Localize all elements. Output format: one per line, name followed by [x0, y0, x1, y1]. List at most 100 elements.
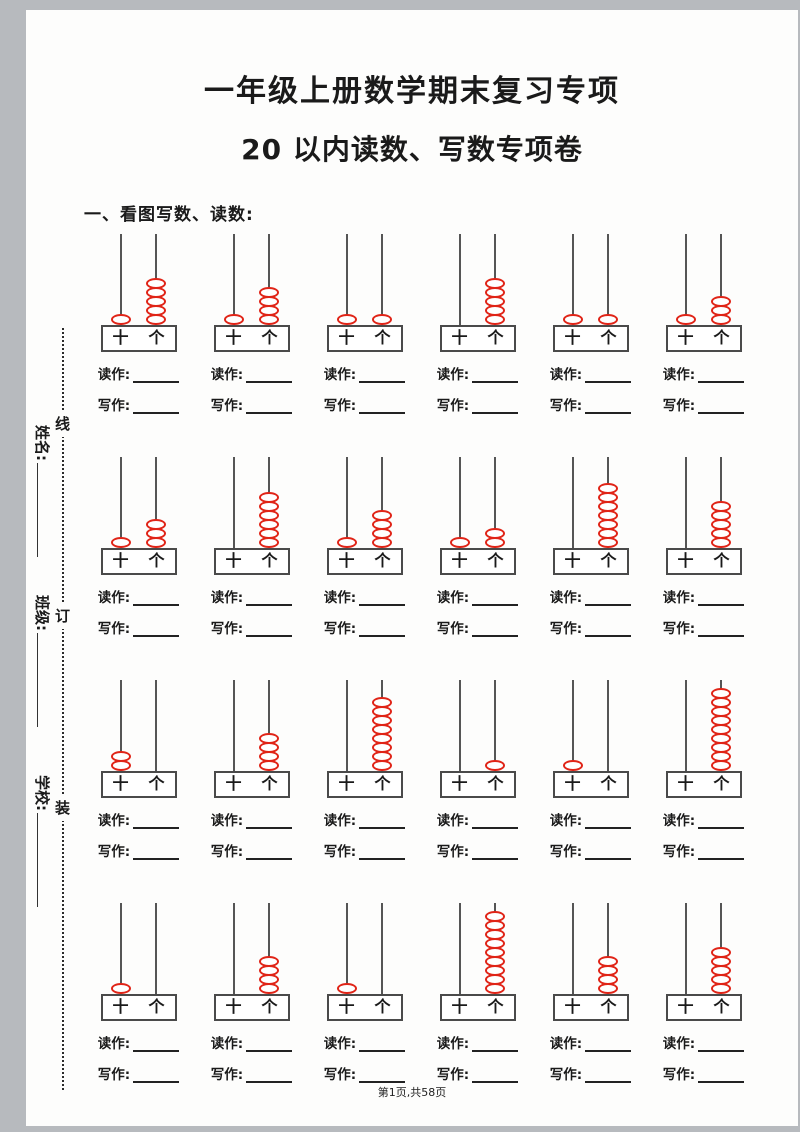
tens-rod [232, 680, 235, 773]
abacus-exercise: 十个读作: 写作: [662, 457, 745, 637]
ones-beads [710, 501, 731, 548]
write-as-blank [472, 400, 519, 414]
ones-beads [597, 314, 618, 325]
read-as-blank [472, 592, 519, 606]
write-as-line: 写作: [437, 840, 519, 860]
read-as-blank [133, 815, 180, 829]
tens-label: 十 [451, 551, 468, 570]
ones-beads [145, 519, 166, 548]
tens-rod [458, 903, 461, 996]
read-as-line: 读作: [663, 1032, 745, 1052]
read-as-label: 读作: [662, 590, 696, 606]
write-as-label: 写作: [210, 621, 244, 637]
ones-label: 个 [148, 774, 165, 793]
tens-rod [684, 457, 687, 550]
ones-rod [606, 680, 609, 773]
ones-label: 个 [487, 997, 504, 1016]
abacus: 十个 [326, 903, 404, 1021]
bead [675, 314, 696, 325]
write-as-label: 写作: [662, 398, 696, 414]
ones-label: 个 [487, 551, 504, 570]
read-as-label: 读作: [436, 813, 470, 829]
abacus-exercise: 十个读作: 写作: [98, 457, 180, 637]
read-as-blank [359, 592, 406, 606]
tens-beads [562, 760, 583, 771]
tens-beads [110, 751, 131, 771]
ones-beads [258, 733, 279, 771]
ones-label: 个 [261, 551, 278, 570]
place-value-box: 十个 [552, 771, 629, 798]
binding-dotted-line [62, 328, 64, 1090]
tens-label: 十 [338, 551, 355, 570]
bead [710, 314, 731, 325]
write-as-line: 写作: [437, 394, 519, 414]
read-as-line: 读作: [436, 809, 519, 829]
worksheet-page: 一年级上册数学期末复习专项 20 以内读数、写数专项卷 一、看图写数、读数: 线… [26, 10, 798, 1126]
write-as-line: 写作: [210, 617, 293, 637]
bead [484, 760, 505, 771]
write-as-label: 写作: [662, 1067, 696, 1083]
tens-label: 十 [451, 328, 468, 347]
ones-label: 个 [713, 551, 730, 570]
ones-rod [380, 903, 383, 996]
write-as-line: 写作: [662, 1063, 745, 1083]
tens-label: 十 [677, 997, 694, 1016]
abacus: 十个 [100, 903, 178, 1021]
write-as-line: 写作: [98, 1063, 180, 1083]
ones-label: 个 [600, 328, 617, 347]
name-blank [37, 463, 49, 557]
place-value-box: 十个 [100, 994, 177, 1021]
write-as-line: 写作: [211, 394, 293, 414]
tens-beads [449, 537, 470, 548]
ones-rod [267, 680, 270, 773]
bead [484, 983, 505, 994]
tens-label: 十 [677, 774, 694, 793]
tens-beads [223, 314, 244, 325]
place-value-box: 十个 [213, 548, 290, 575]
place-value-box: 十个 [100, 771, 177, 798]
section-heading: 一、看图写数、读数: [84, 205, 254, 225]
ones-beads [258, 956, 279, 994]
read-as-blank [585, 592, 632, 606]
ones-beads [145, 278, 166, 325]
place-value-box: 十个 [326, 325, 403, 352]
write-as-line: 写作: [98, 394, 180, 414]
tens-label: 十 [338, 328, 355, 347]
write-as-line: 写作: [324, 394, 406, 414]
read-as-blank [472, 1038, 519, 1052]
read-as-blank [246, 815, 293, 829]
write-as-line: 写作: [550, 394, 632, 414]
read-as-label: 读作: [210, 590, 244, 606]
tens-label: 十 [112, 997, 129, 1016]
abacus: 十个 [213, 234, 291, 352]
tens-beads [110, 537, 131, 548]
write-as-blank [585, 1069, 632, 1083]
worksheet-title-line2: 20 以内读数、写数专项卷 [241, 133, 583, 166]
write-as-blank [246, 846, 293, 860]
write-as-blank [246, 623, 293, 637]
worksheet-title-line1: 一年级上册数学期末复习专项 [204, 74, 620, 109]
ones-beads [258, 492, 279, 548]
school-label: 学校: [33, 775, 51, 811]
ones-beads [710, 688, 731, 771]
tens-rod [119, 234, 122, 327]
tens-label: 十 [338, 997, 355, 1016]
read-as-line: 读作: [211, 809, 293, 829]
tens-beads [336, 983, 357, 994]
ones-label: 个 [713, 328, 730, 347]
tens-beads [110, 314, 131, 325]
ones-rod [154, 457, 157, 550]
abacus-exercise: 十个读作: 写作: [98, 234, 180, 414]
tens-rod [684, 234, 687, 327]
read-as-blank [585, 815, 632, 829]
abacus-exercise: 十个读作: 写作: [324, 680, 406, 860]
tens-beads [675, 314, 696, 325]
ones-rod [267, 234, 270, 327]
read-as-label: 读作: [436, 1036, 470, 1052]
ones-beads [597, 483, 618, 548]
ones-rod [606, 903, 609, 996]
write-as-blank [585, 623, 632, 637]
class-field: 班级: [33, 595, 53, 767]
read-as-blank [585, 1038, 632, 1052]
bead [110, 983, 131, 994]
